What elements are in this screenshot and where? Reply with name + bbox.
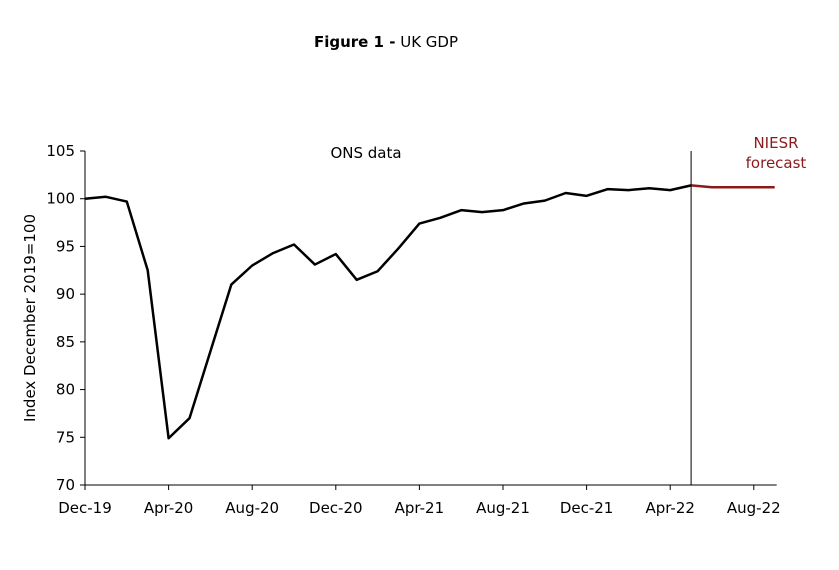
y-axis-label: Index December 2019=100 <box>21 214 39 422</box>
line-series <box>690 184 775 189</box>
y-tick-label: 75 <box>56 428 75 446</box>
title-text: UK GDP <box>400 33 458 51</box>
title-prefix: Figure 1 - <box>314 33 395 51</box>
x-tick-label: Aug-21 <box>476 499 530 517</box>
y-tick-label: 80 <box>56 381 75 399</box>
x-tick-label: Apr-22 <box>645 499 695 517</box>
line-series <box>84 184 692 440</box>
series-name: NIESR forecast <box>745 134 807 172</box>
y-tick-label: 95 <box>56 237 75 255</box>
y-tick-label: 70 <box>56 476 75 494</box>
x-tick-label: Aug-20 <box>225 499 279 517</box>
x-tick-label: Apr-20 <box>144 499 194 517</box>
x-tick-label: Dec-19 <box>58 499 112 517</box>
series-annotation: ONS data <box>330 144 402 162</box>
series-annotation: NIESR forecast <box>745 134 807 172</box>
x-tick-label: Dec-21 <box>560 499 614 517</box>
x-tick-label: Dec-20 <box>309 499 363 517</box>
x-tick-label: Apr-21 <box>395 499 445 517</box>
y-tick-label: 105 <box>46 142 75 160</box>
series-name: ONS data <box>330 144 402 162</box>
y-tick-label: 100 <box>46 190 75 208</box>
x-tick-label: Aug-22 <box>727 499 781 517</box>
y-tick-label: 85 <box>56 333 75 351</box>
chart-title: Figure 1 - UK GDP <box>314 33 458 51</box>
y-tick-label: 90 <box>56 285 75 303</box>
